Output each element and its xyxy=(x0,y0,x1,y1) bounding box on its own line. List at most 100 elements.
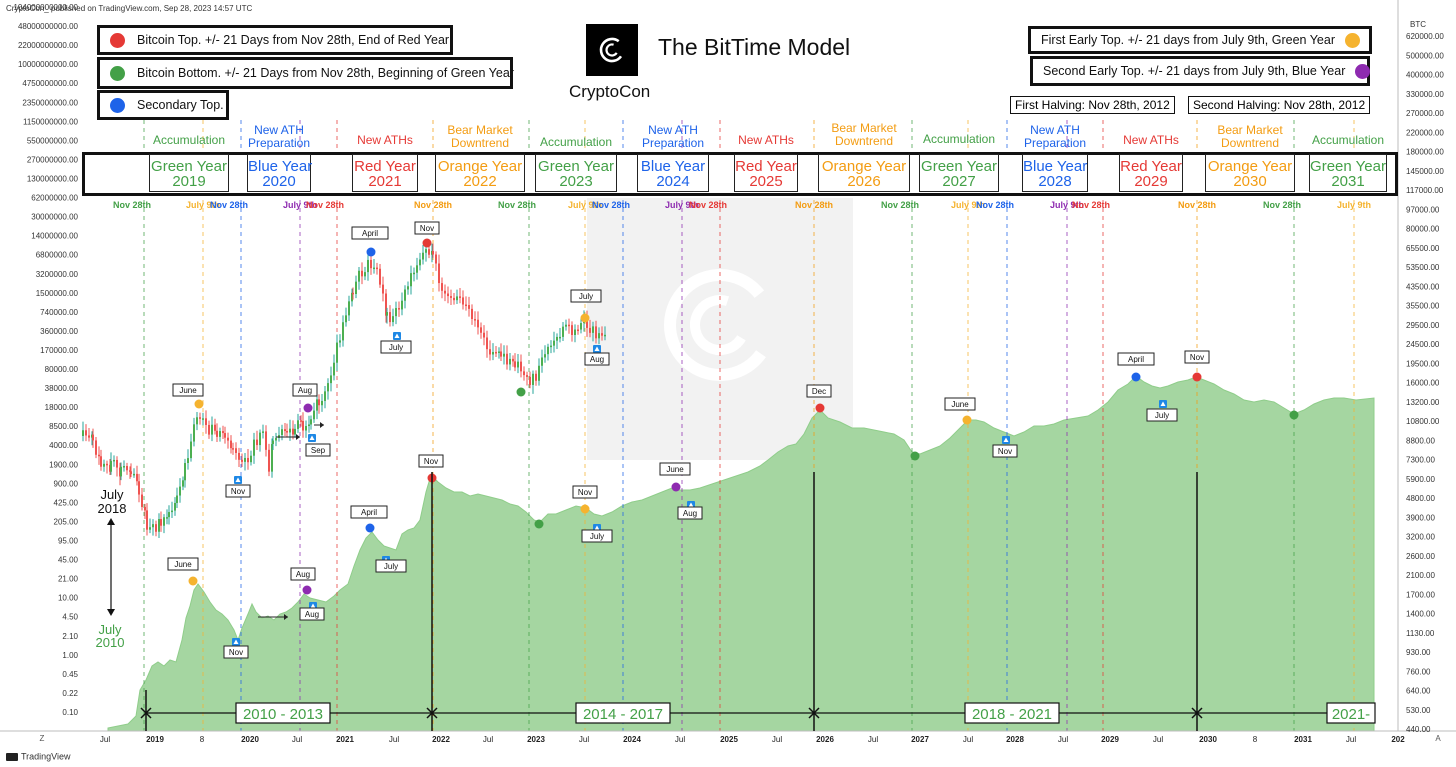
left-axis-tick: 10000000000.00 xyxy=(18,60,79,69)
candle-body xyxy=(432,250,434,255)
event-label: June xyxy=(179,386,197,395)
year-name: Green Year xyxy=(538,158,614,175)
first-halving-note: First Halving: Nov 28th, 2012 xyxy=(1010,96,1175,114)
candle-body xyxy=(425,249,427,253)
candle-body xyxy=(422,252,424,260)
candle-body xyxy=(244,457,246,462)
event-label-box xyxy=(299,607,325,621)
phase-label: Bear Market Downtrend xyxy=(425,124,535,150)
phase-line1: Bear Market xyxy=(447,123,513,137)
candle-body xyxy=(171,510,173,513)
arrow-head-icon xyxy=(284,614,288,620)
candle-body xyxy=(489,349,491,355)
candle-body xyxy=(565,324,567,327)
candle-body xyxy=(138,481,140,495)
candle-body xyxy=(339,340,341,343)
candle-body xyxy=(271,444,273,472)
axis-corner-right: A xyxy=(1435,734,1441,743)
year-box: Orange Year 2030 xyxy=(1205,154,1295,192)
candle-body xyxy=(265,431,267,450)
candle-body xyxy=(211,424,213,435)
candle-body xyxy=(562,326,564,337)
right-axis-tick: 1130.00 xyxy=(1406,629,1435,638)
year-number: 2022 xyxy=(463,173,497,190)
side-note-bottom-year: 2010 xyxy=(96,635,125,650)
phase-line2: Preparation xyxy=(1023,136,1087,150)
left-axis-tick: 550000000.00 xyxy=(27,136,79,145)
candle-body xyxy=(286,431,288,433)
candle-body xyxy=(305,426,307,431)
cycle-line-label: Nov 28th xyxy=(210,200,248,210)
cycle-line-label: Nov 28th xyxy=(795,200,833,210)
price-area xyxy=(107,375,1375,732)
left-axis-tick: 10.00 xyxy=(58,594,79,603)
candle-body xyxy=(401,300,403,310)
candle-body xyxy=(310,419,312,425)
left-axis-tick: 425.00 xyxy=(54,498,79,507)
candle-body xyxy=(447,293,449,297)
candle-body xyxy=(187,458,189,464)
right-axis-tick: 80000.00 xyxy=(1406,225,1440,234)
x-axis-tick: Jul xyxy=(100,735,110,744)
left-axis-tick: 104000000000.00 xyxy=(13,3,78,12)
candle-body xyxy=(224,433,226,438)
year-name: Orange Year xyxy=(821,158,907,175)
event-dot xyxy=(910,451,920,461)
left-axis-tick: 170000.00 xyxy=(40,346,78,355)
cycle-line-label: Nov 28th xyxy=(113,200,151,210)
event-label-box xyxy=(677,506,703,520)
cycle-line-label: July 9th xyxy=(951,200,985,210)
event-label: Aug xyxy=(298,386,312,395)
right-axis-tick: 180000.00 xyxy=(1406,148,1444,157)
candle-body xyxy=(160,519,162,526)
phase-label: Accumulation xyxy=(521,136,631,149)
candle-body xyxy=(358,270,360,282)
event-label: Nov xyxy=(1190,353,1204,362)
cycle-label: 2018 - 2021 xyxy=(972,706,1052,723)
x-axis-tick: 2029 xyxy=(1101,735,1119,744)
cycle-line-label: July 9th xyxy=(186,200,220,210)
x-axis-tick: 8 xyxy=(1253,735,1258,744)
candle-body xyxy=(480,327,482,333)
candle-body xyxy=(259,432,261,446)
event-label-box xyxy=(375,559,407,573)
cycle-cross-icon xyxy=(426,707,438,719)
phase-label: Accumulation xyxy=(134,134,244,147)
right-axis-tick: 7300.00 xyxy=(1406,456,1435,465)
cycle-line-label: Nov 28th xyxy=(1263,200,1301,210)
x-axis-tick: Jul xyxy=(1346,735,1356,744)
year-name: Blue Year xyxy=(640,158,706,175)
year-number: 2027 xyxy=(942,173,976,190)
event-label: April xyxy=(1128,355,1144,364)
candle-body xyxy=(149,527,151,530)
event-dot xyxy=(365,523,375,533)
year-number: 2021 xyxy=(368,173,402,190)
year-number: 2023 xyxy=(559,173,593,190)
phase-line1: New ATH xyxy=(1030,123,1080,137)
phase-label: Bear Market Downtrend xyxy=(1195,124,1305,150)
cycle-line-label: July 9th xyxy=(568,200,602,210)
cryptocon-logo xyxy=(586,24,638,76)
candle-body xyxy=(116,459,118,468)
side-note-top-year: 2018 xyxy=(98,501,127,516)
candle-body xyxy=(509,358,511,365)
year-name: Blue Year xyxy=(248,158,313,175)
year-box: Blue Year 2028 xyxy=(1022,154,1088,192)
x-axis-tick: Jul xyxy=(292,735,302,744)
x-axis-tick: Jul xyxy=(868,735,878,744)
year-number: 2028 xyxy=(1038,173,1072,190)
legend-second-early: Second Early Top. +/- 21 days from July … xyxy=(1030,56,1371,86)
event-label: Aug xyxy=(683,509,697,518)
candle-body xyxy=(450,296,452,298)
candle-body xyxy=(253,439,255,456)
x-axis-tick: 2028 xyxy=(1006,735,1024,744)
right-axis-tick: 3900.00 xyxy=(1406,513,1435,522)
candle-body xyxy=(462,297,464,305)
side-arrow-down-icon xyxy=(107,609,115,616)
event-label: Nov xyxy=(998,447,1012,456)
candle-body xyxy=(193,424,195,442)
x-axis-tick: 2030 xyxy=(1199,735,1217,744)
phase-line1: New ATH xyxy=(254,123,304,137)
event-label-box xyxy=(1184,350,1210,364)
phase-label: New ATHs xyxy=(330,134,440,147)
